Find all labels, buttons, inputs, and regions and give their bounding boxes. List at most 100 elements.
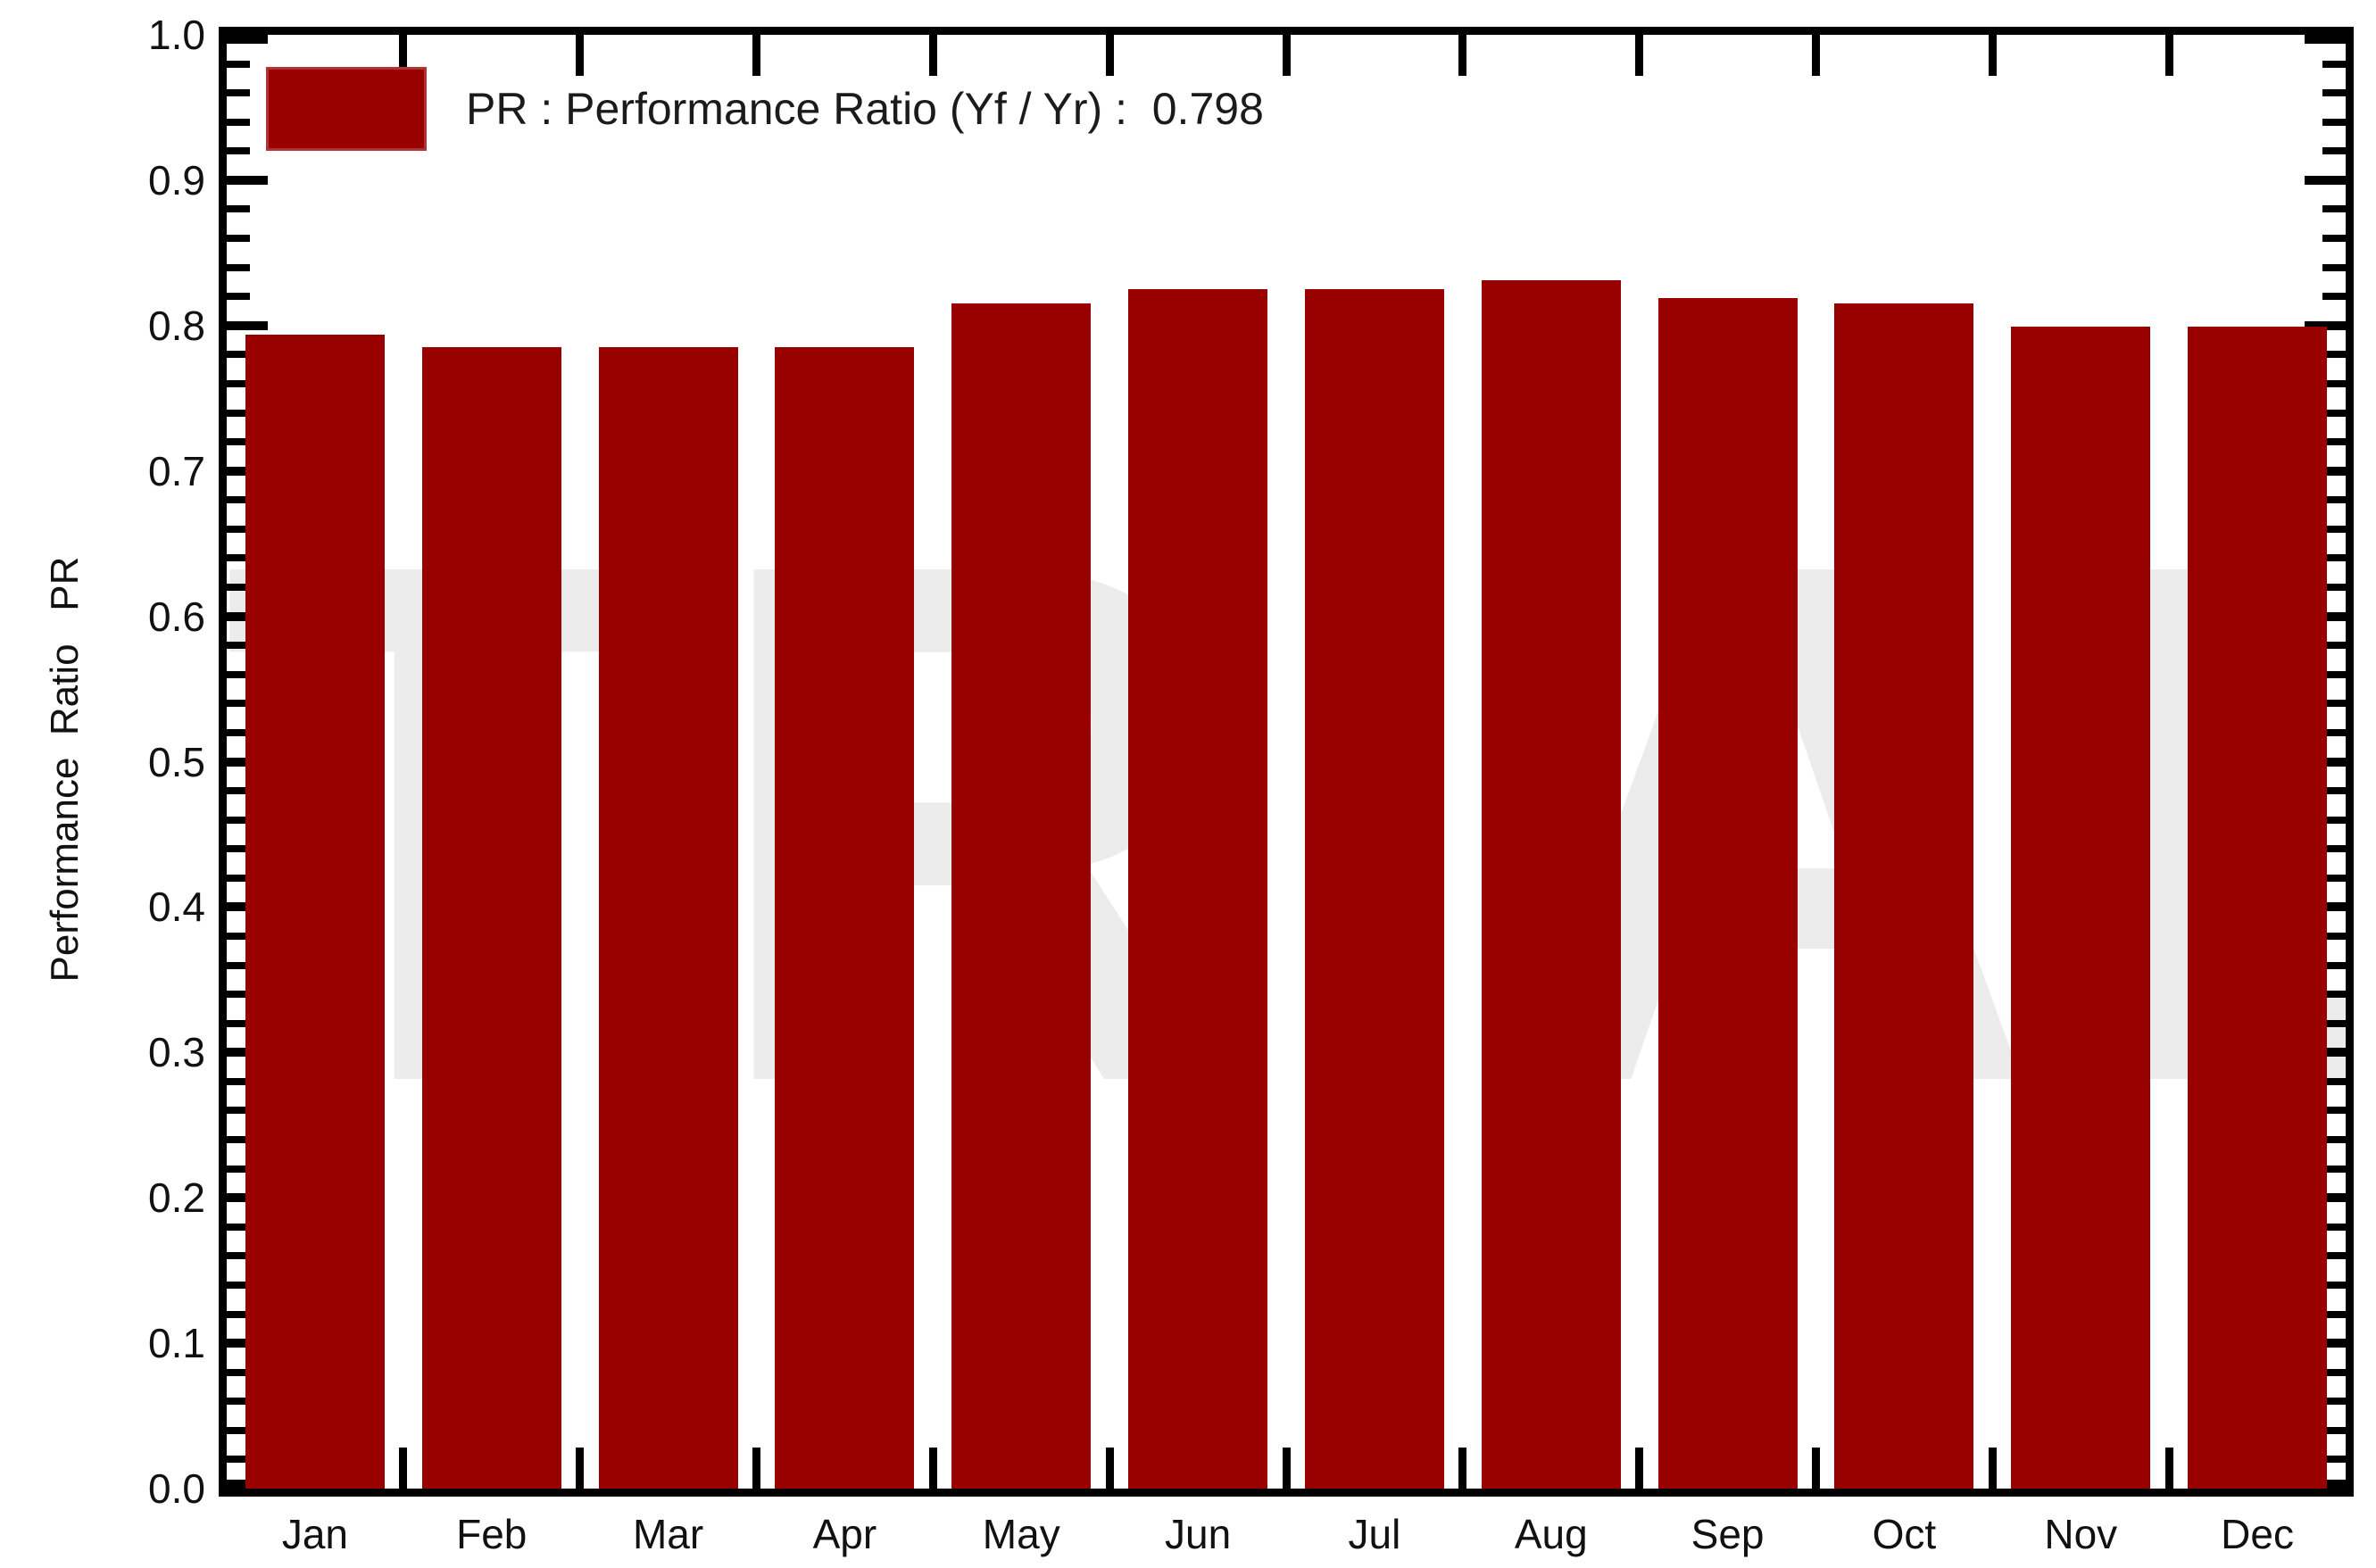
- y-minor-tick: [2322, 642, 2346, 650]
- y-tick-label: 0.8: [148, 302, 205, 349]
- x-tick-label-May: May: [982, 1511, 1060, 1557]
- y-minor-tick: [227, 1281, 250, 1289]
- y-minor-tick: [227, 1456, 250, 1464]
- y-minor-tick: [227, 409, 250, 417]
- y-minor-tick: [2322, 293, 2346, 301]
- y-minor-tick: [227, 1077, 250, 1085]
- y-major-tick: [227, 35, 268, 44]
- y-minor-tick: [2322, 845, 2346, 853]
- y-minor-tick: [2322, 728, 2346, 736]
- y-minor-tick: [2322, 1165, 2346, 1173]
- y-minor-tick: [227, 554, 250, 562]
- y-minor-tick: [227, 293, 250, 301]
- y-minor-tick: [227, 263, 250, 271]
- x-tick-label-Aug: Aug: [1514, 1511, 1588, 1557]
- x-bottom-tick: [576, 1448, 585, 1489]
- y-minor-tick: [227, 787, 250, 795]
- x-tick-label-Mar: Mar: [632, 1511, 704, 1557]
- legend-label: PR : Performance Ratio (Yf / Yr) : 0.798: [466, 84, 1264, 134]
- bar-Jul: [1304, 289, 1444, 1489]
- y-minor-tick: [2322, 1107, 2346, 1115]
- y-tick-label: 0.0: [148, 1465, 205, 1512]
- x-tick-label-Jul: Jul: [1348, 1511, 1401, 1557]
- y-tick-label: 0.4: [148, 884, 205, 931]
- x-tick-label-Jan: Jan: [281, 1511, 348, 1557]
- bar-Apr: [775, 347, 915, 1489]
- y-minor-tick: [2322, 409, 2346, 417]
- y-minor-tick: [227, 584, 250, 592]
- y-minor-tick: [2322, 525, 2346, 533]
- bar-Nov: [2011, 327, 2151, 1489]
- bar-Dec: [2188, 327, 2328, 1489]
- y-minor-tick: [227, 235, 250, 243]
- y-major-tick: [2305, 175, 2346, 185]
- x-top-tick: [1105, 35, 1114, 76]
- x-bottom-tick: [1812, 1448, 1820, 1489]
- y-minor-tick: [227, 991, 250, 999]
- y-minor-tick: [227, 1223, 250, 1231]
- x-top-tick: [399, 35, 408, 76]
- y-minor-tick: [2322, 1019, 2346, 1027]
- y-major-tick: [227, 175, 268, 185]
- y-minor-tick: [227, 1136, 250, 1144]
- y-minor-tick: [2322, 787, 2346, 795]
- y-minor-tick: [227, 525, 250, 533]
- y-minor-tick: [2322, 584, 2346, 592]
- x-bottom-tick: [928, 1448, 937, 1489]
- y-tick-label: 0.7: [148, 447, 205, 494]
- y-minor-tick: [227, 728, 250, 736]
- x-top-tick: [1458, 35, 1467, 76]
- x-top-tick: [928, 35, 937, 76]
- x-top-tick: [2164, 35, 2173, 76]
- bar-Feb: [421, 347, 561, 1489]
- x-top-tick: [576, 35, 585, 76]
- x-top-tick: [1282, 35, 1291, 76]
- y-tick-label: 0.2: [148, 1174, 205, 1222]
- x-top-tick: [752, 35, 760, 76]
- bar-Oct: [1834, 303, 1974, 1489]
- x-tick-label-Feb: Feb: [456, 1511, 528, 1557]
- y-tick-label: 0.5: [148, 738, 205, 785]
- y-minor-tick: [2322, 991, 2346, 999]
- y-minor-tick: [2322, 438, 2346, 446]
- bar-Sep: [1657, 297, 1798, 1489]
- x-bottom-tick: [2164, 1448, 2173, 1489]
- bar-Jan: [245, 334, 385, 1489]
- y-minor-tick: [2322, 351, 2346, 359]
- y-tick-label: 0.3: [148, 1029, 205, 1076]
- y-tick-label: 0.9: [148, 156, 205, 203]
- x-bottom-tick: [752, 1448, 760, 1489]
- x-tick-label-Apr: Apr: [812, 1511, 877, 1557]
- bar-Mar: [598, 347, 738, 1489]
- y-minor-tick: [2322, 1426, 2346, 1434]
- bar-May: [951, 303, 1092, 1489]
- y-minor-tick: [227, 1398, 250, 1406]
- x-top-tick: [1812, 35, 1820, 76]
- y-major-tick: [2305, 320, 2346, 330]
- y-minor-tick: [2322, 700, 2346, 708]
- y-minor-tick: [2322, 263, 2346, 271]
- x-bottom-tick: [1988, 1448, 1997, 1489]
- x-bottom-tick: [1282, 1448, 1291, 1489]
- x-tick-label-Nov: Nov: [2044, 1511, 2118, 1557]
- x-top-tick: [1635, 35, 1644, 76]
- y-minor-tick: [2322, 496, 2346, 504]
- y-minor-tick: [227, 1368, 250, 1376]
- y-minor-tick: [227, 496, 250, 504]
- y-minor-tick: [2322, 1310, 2346, 1318]
- y-minor-tick: [227, 642, 250, 650]
- y-minor-tick: [227, 1165, 250, 1173]
- y-tick-label: 0.6: [148, 593, 205, 640]
- x-bottom-tick: [399, 1448, 408, 1489]
- y-minor-tick: [2322, 1368, 2346, 1376]
- x-bottom-tick: [1635, 1448, 1644, 1489]
- y-minor-tick: [227, 845, 250, 853]
- y-minor-tick: [227, 874, 250, 882]
- y-minor-tick: [227, 1019, 250, 1027]
- y-minor-tick: [2322, 1252, 2346, 1260]
- y-minor-tick: [2322, 961, 2346, 969]
- y-minor-tick: [2322, 379, 2346, 387]
- y-tick-label: 0.1: [148, 1320, 205, 1367]
- y-minor-tick: [2322, 874, 2346, 882]
